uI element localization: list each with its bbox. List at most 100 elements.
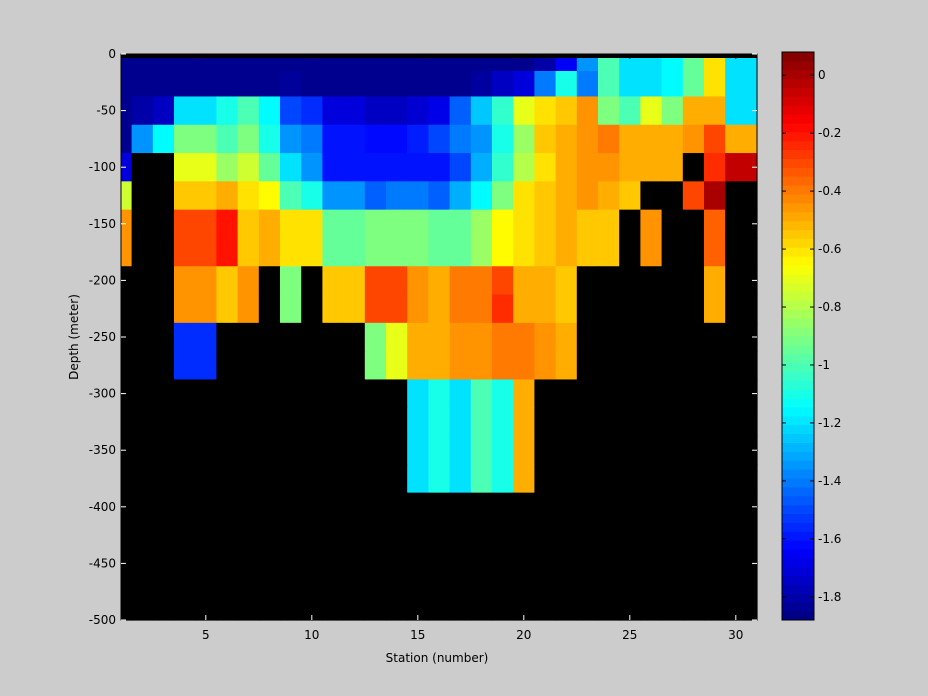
heatmap-cell — [322, 266, 345, 296]
heatmap-cell — [237, 209, 260, 239]
colorbar-segment — [782, 469, 814, 479]
colorbar-segment — [782, 185, 814, 195]
heatmap-cell — [725, 492, 758, 621]
heatmap-cell — [704, 70, 726, 98]
colorbar-segment — [782, 256, 814, 266]
heatmap-cell — [386, 407, 408, 437]
heatmap-cell — [258, 322, 281, 352]
heatmap-cell — [237, 266, 260, 296]
x-axis: 5 10 15 20 25 30 — [202, 54, 743, 642]
heatmap-cell — [704, 464, 726, 494]
heatmap-cell — [619, 70, 641, 98]
heatmap-cell — [301, 464, 323, 494]
heatmap-cell — [121, 237, 133, 267]
colorbar-tick-label: -0.8 — [818, 300, 841, 314]
heatmap-cell — [407, 436, 429, 465]
heatmap-cell — [555, 266, 578, 296]
heatmap-cell — [280, 237, 302, 267]
heatmap-cell — [576, 54, 599, 72]
heatmap-cell — [322, 54, 345, 72]
y-tick-label: -100 — [89, 160, 116, 174]
heatmap-cell — [407, 124, 429, 154]
heatmap-cell — [131, 96, 154, 126]
heatmap-cell — [576, 266, 599, 296]
colorbar-frame — [781, 51, 815, 621]
heatmap-cell — [301, 492, 323, 621]
heatmap-cell — [576, 181, 599, 211]
heatmap-cell — [576, 209, 599, 239]
heatmap-cell — [195, 124, 217, 154]
heatmap-cell — [237, 96, 260, 126]
heatmap-cell — [195, 54, 217, 72]
x-tick-label: 30 — [728, 628, 743, 642]
y-tick-label: -450 — [89, 556, 116, 570]
heatmap-cell — [470, 209, 493, 239]
colorbar-segment — [782, 504, 814, 515]
heatmap-cell — [258, 209, 281, 239]
colorbar-segment — [782, 229, 814, 239]
heatmap-cell — [121, 70, 133, 98]
heatmap-cell — [407, 492, 429, 621]
heatmap-cell — [661, 96, 684, 126]
heatmap-cell — [407, 70, 429, 98]
y-tick-label: -300 — [89, 387, 116, 401]
heatmap-cell — [152, 124, 175, 154]
heatmap-cell — [704, 351, 726, 381]
heatmap-cell — [470, 436, 493, 465]
heatmap-cell — [470, 70, 493, 98]
heatmap-cell — [428, 54, 451, 72]
heatmap-cell — [682, 436, 705, 465]
heatmap-cell — [131, 181, 154, 211]
heatmap-cell — [386, 237, 408, 267]
heatmap-cell — [301, 436, 323, 465]
heatmap-cell — [237, 70, 260, 98]
heatmap-cell — [682, 294, 705, 324]
heatmap-cell — [131, 70, 154, 98]
heatmap-cell — [174, 492, 196, 621]
heatmap-cell — [492, 70, 514, 98]
colorbar-segment — [782, 176, 814, 186]
heatmap-cell — [301, 124, 323, 154]
heatmap-cell — [682, 54, 705, 72]
heatmap-cell — [513, 181, 535, 211]
heatmap-cell — [428, 181, 451, 211]
heatmap-cell — [364, 266, 387, 296]
heatmap-cell — [449, 96, 472, 126]
heatmap-cell — [704, 237, 726, 267]
colorbar-segment — [782, 247, 814, 257]
heatmap-cell — [386, 492, 408, 621]
heatmap-cell — [280, 70, 302, 98]
heatmap-cell — [407, 322, 429, 352]
heatmap-cell — [237, 181, 260, 211]
heatmap-cell — [513, 209, 535, 239]
colorbar-segment — [782, 344, 814, 355]
heatmap-cell — [492, 464, 514, 494]
heatmap-cell — [470, 96, 493, 126]
colorbar-segment — [782, 114, 814, 124]
heatmap-cell — [386, 436, 408, 465]
heatmap-cell — [121, 492, 133, 621]
heatmap-cell — [704, 54, 726, 72]
heatmap-cell — [195, 492, 217, 621]
colorbar-tick-label: -1.4 — [818, 474, 841, 488]
heatmap-cell — [280, 322, 302, 352]
heatmap-cell — [386, 96, 408, 126]
heatmap-cell — [121, 351, 133, 381]
heatmap-cell — [152, 322, 175, 352]
colorbar-segment — [782, 105, 814, 115]
heatmap-cell — [237, 407, 260, 437]
heatmap-cell — [386, 181, 408, 211]
heatmap-cell — [661, 351, 684, 381]
heatmap-cell — [216, 379, 239, 409]
x-axis-label: Station (number) — [386, 651, 489, 665]
heatmap-cell — [322, 237, 345, 267]
heatmap-cell — [152, 379, 175, 409]
heatmap-cell — [301, 153, 323, 182]
heatmap-cell — [174, 266, 196, 296]
heatmap-cell — [640, 237, 663, 267]
heatmap-cell — [576, 464, 599, 494]
heatmap-cell — [470, 181, 493, 211]
heatmap-cell — [152, 54, 175, 72]
heatmap-cell — [407, 96, 429, 126]
heatmap-cell — [576, 379, 599, 409]
